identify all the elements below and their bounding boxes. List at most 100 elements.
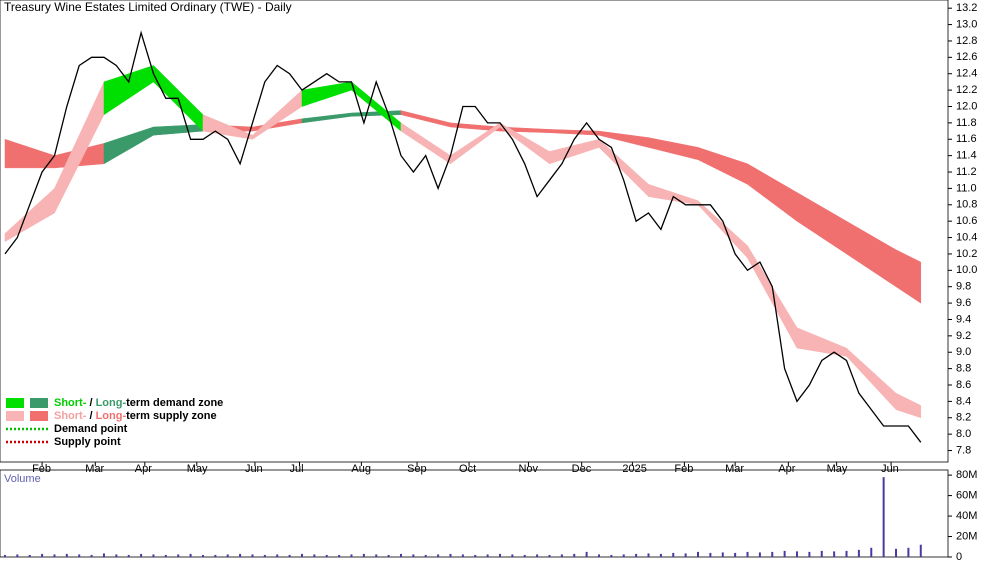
y-tick-label: 10.6 bbox=[956, 215, 977, 227]
volume-bar bbox=[498, 553, 501, 557]
chart-title: Treasury Wine Estates Limited Ordinary (… bbox=[4, 0, 292, 14]
x-tick-label: 2025 bbox=[622, 463, 646, 475]
volume-bar bbox=[362, 553, 365, 557]
volume-bar bbox=[90, 554, 93, 557]
y-tick-label: 60M bbox=[956, 489, 977, 501]
legend-swatch bbox=[6, 398, 24, 408]
volume-bar bbox=[313, 554, 316, 557]
x-tick-label: Feb bbox=[674, 463, 693, 475]
volume-bar bbox=[152, 554, 155, 557]
legend-text: term supply zone bbox=[126, 410, 216, 422]
volume-bar bbox=[758, 552, 761, 557]
y-tick-label: 12.8 bbox=[956, 35, 977, 47]
volume-bar bbox=[412, 554, 415, 557]
y-tick-label: 8.4 bbox=[956, 395, 971, 407]
volume-bar bbox=[697, 551, 700, 557]
volume-bar bbox=[907, 547, 910, 557]
volume-bar bbox=[251, 554, 254, 557]
y-tick-label: 8.8 bbox=[956, 363, 971, 375]
volume-bar bbox=[437, 554, 440, 557]
y-tick-label: 8.6 bbox=[956, 379, 971, 391]
short-term-zone bbox=[895, 392, 922, 419]
volume-bar bbox=[746, 551, 749, 557]
volume-bar bbox=[214, 554, 217, 557]
volume-bar bbox=[486, 554, 489, 557]
legend-text: Short- bbox=[54, 397, 87, 409]
volume-bar bbox=[820, 550, 823, 557]
volume-bar bbox=[226, 554, 229, 557]
volume-bar bbox=[672, 552, 675, 557]
volume-bar bbox=[115, 554, 118, 557]
volume-bar bbox=[709, 552, 712, 557]
volume-bar bbox=[28, 554, 31, 557]
volume-bar bbox=[3, 554, 6, 557]
y-tick-label: 40M bbox=[956, 510, 977, 522]
volume-bar bbox=[263, 554, 266, 557]
volume-bar bbox=[833, 551, 836, 557]
volume-bar bbox=[387, 554, 390, 557]
volume-bar bbox=[635, 553, 638, 557]
x-tick-label: Feb bbox=[32, 463, 51, 475]
volume-bar bbox=[424, 554, 427, 557]
legend-swatch bbox=[6, 411, 24, 421]
x-tick-label: Apr bbox=[135, 463, 152, 475]
y-tick-label: 10.2 bbox=[956, 248, 977, 260]
y-tick-label: 12.2 bbox=[956, 84, 977, 96]
volume-bar bbox=[548, 554, 551, 557]
volume-bar bbox=[659, 553, 662, 557]
x-tick-label: Dec bbox=[572, 463, 592, 475]
y-tick-label: 11.0 bbox=[956, 182, 977, 194]
y-tick-label: 7.8 bbox=[956, 444, 971, 456]
volume-bar bbox=[808, 551, 811, 557]
y-tick-label: 12.6 bbox=[956, 51, 977, 63]
volume-bar bbox=[127, 554, 130, 557]
volume-bar bbox=[16, 554, 19, 557]
y-tick-label: 80M bbox=[956, 469, 977, 481]
volume-bar bbox=[461, 554, 464, 557]
y-tick-label: 10.4 bbox=[956, 231, 977, 243]
y-tick-label: 10.0 bbox=[956, 264, 977, 276]
volume-bar bbox=[721, 552, 724, 557]
x-tick-label: Apr bbox=[778, 463, 795, 475]
long-term-zone bbox=[895, 249, 922, 304]
volume-panel bbox=[0, 469, 949, 558]
y-tick-label: 9.8 bbox=[956, 281, 971, 293]
x-tick-label: Aug bbox=[351, 463, 371, 475]
volume-bar bbox=[771, 551, 774, 557]
volume-bar bbox=[53, 554, 56, 557]
volume-bar bbox=[288, 554, 291, 557]
x-tick-label: May bbox=[827, 463, 848, 475]
volume-bar bbox=[102, 553, 105, 557]
volume-bar bbox=[140, 553, 143, 557]
legend-label: Supply point bbox=[54, 436, 121, 448]
legend-text: / bbox=[86, 410, 95, 422]
price-line bbox=[4, 30, 922, 443]
volume-bar bbox=[560, 554, 563, 557]
volume-bar bbox=[536, 554, 539, 557]
volume-bar bbox=[65, 553, 68, 557]
volume-bar bbox=[201, 554, 204, 557]
volume-bar bbox=[375, 554, 378, 557]
y-tick-label: 20M bbox=[956, 530, 977, 542]
legend-text: Long- bbox=[96, 397, 127, 409]
volume-bar bbox=[523, 554, 526, 557]
volume-bar bbox=[895, 548, 898, 557]
volume-bar bbox=[449, 553, 452, 557]
volume-bar bbox=[845, 550, 848, 557]
x-tick-label: Jun bbox=[881, 463, 899, 475]
legend-label: Short- / Long-term demand zone bbox=[54, 397, 223, 409]
volume-bar bbox=[511, 554, 514, 557]
x-tick-label: Jun bbox=[245, 463, 263, 475]
legend-text: / bbox=[86, 397, 95, 409]
x-tick-label: Mar bbox=[725, 463, 744, 475]
volume-bar bbox=[41, 553, 44, 557]
y-tick-label: 12.0 bbox=[956, 100, 977, 112]
legend-text: Long- bbox=[96, 410, 127, 422]
y-tick-label: 8.2 bbox=[956, 412, 971, 424]
y-tick-label: 10.8 bbox=[956, 199, 977, 211]
y-tick-label: 9.0 bbox=[956, 346, 971, 358]
y-tick-label: 9.4 bbox=[956, 313, 971, 325]
volume-bar bbox=[684, 553, 687, 557]
volume-bar bbox=[189, 553, 192, 557]
